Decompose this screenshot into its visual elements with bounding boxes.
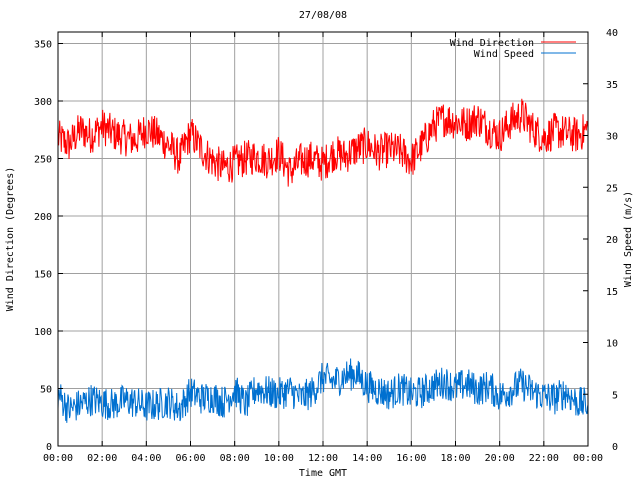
legend-label-wind-direction: Wind Direction xyxy=(450,38,534,49)
y-left-tick-label: 150 xyxy=(34,270,52,281)
x-tick-label: 12:00 xyxy=(308,453,338,464)
y-right-tick-label: 10 xyxy=(606,339,618,350)
y-axis-left-label: Wind Direction (Degrees) xyxy=(5,167,16,312)
x-axis-label: Time GMT xyxy=(299,468,347,479)
y-right-tick-label: 30 xyxy=(606,132,618,143)
x-tick-label: 18:00 xyxy=(440,453,470,464)
x-tick-label: 14:00 xyxy=(352,453,382,464)
x-tick-label: 08:00 xyxy=(220,453,250,464)
y-left-tick-label: 100 xyxy=(34,327,52,338)
x-tick-label: 00:00 xyxy=(43,453,73,464)
y-axis-right-label: Wind Speed (m/s) xyxy=(623,191,634,287)
y-left-tick-label: 200 xyxy=(34,212,52,223)
y-left-tick-label: 250 xyxy=(34,155,52,166)
axes: 00:00 02:00 04:00 06:00 08:00 10:00 12:00 14:00… xyxy=(34,28,618,464)
y-right-tick-label: 0 xyxy=(612,442,618,453)
x-tick-label: 16:00 xyxy=(396,453,426,464)
y-right-tick-label: 5 xyxy=(612,390,618,401)
chart-title: 27/08/08 xyxy=(299,10,347,21)
y-left-tick-label: 350 xyxy=(34,40,52,51)
x-tick-label: 10:00 xyxy=(264,453,294,464)
x-tick-label: 00:00 xyxy=(573,453,603,464)
series-wind-speed-line xyxy=(57,358,589,423)
x-tick-label: 20:00 xyxy=(485,453,515,464)
series-layer xyxy=(57,98,589,423)
series-wind-direction-line xyxy=(57,98,589,187)
y-left-tick-label: 0 xyxy=(46,442,52,453)
x-tick-label: 02:00 xyxy=(87,453,117,464)
y-right-tick-label: 35 xyxy=(606,80,618,91)
y-right-tick-label: 15 xyxy=(606,287,618,298)
y-right-tick-label: 40 xyxy=(606,28,618,39)
grid xyxy=(58,32,588,446)
x-tick-label: 04:00 xyxy=(131,453,161,464)
y-right-tick-label: 25 xyxy=(606,183,618,194)
x-tick-label: 06:00 xyxy=(175,453,205,464)
y-left-tick-label: 50 xyxy=(40,385,52,396)
x-tick-label: 22:00 xyxy=(529,453,559,464)
y-left-tick-label: 300 xyxy=(34,97,52,108)
legend-label-wind-speed: Wind Speed xyxy=(474,49,534,60)
legend: Wind Direction Wind Speed xyxy=(450,38,576,60)
y-right-tick-label: 20 xyxy=(606,235,618,246)
